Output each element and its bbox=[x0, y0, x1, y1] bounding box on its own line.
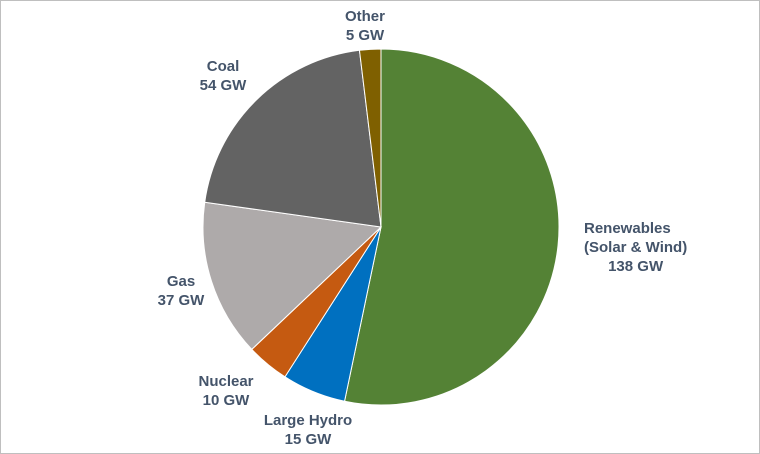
label-gas-line-1: Gas bbox=[166, 273, 196, 290]
label-renewables-line-1: Renewables bbox=[584, 220, 671, 237]
label-renewables-line-2: (Solar & Wind) bbox=[584, 239, 688, 256]
label-large-hydro-line-1: Large Hydro bbox=[263, 412, 353, 429]
pie-slices bbox=[202, 48, 560, 406]
label-other: Other 5 GW bbox=[333, 7, 397, 45]
label-renewables: Renewables (Solar & Wind) 138 GW bbox=[584, 219, 687, 276]
slice-other bbox=[358, 48, 382, 228]
value-coal: 54 GW bbox=[199, 77, 247, 94]
value-large-hydro: 15 GW bbox=[284, 431, 332, 448]
label-nuclear: Nuclear 10 GW bbox=[186, 372, 266, 410]
value-gas: 37 GW bbox=[157, 292, 205, 309]
value-nuclear: 10 GW bbox=[202, 392, 250, 409]
label-nuclear-line-1: Nuclear bbox=[198, 373, 254, 390]
label-other-line-1: Other bbox=[344, 8, 385, 25]
slice-gas bbox=[202, 201, 383, 351]
slice-coal bbox=[204, 49, 382, 228]
slice-renewables bbox=[343, 48, 560, 406]
value-other: 5 GW bbox=[345, 27, 385, 44]
label-large-hydro: Large Hydro 15 GW bbox=[259, 411, 357, 449]
label-coal: Coal 54 GW bbox=[188, 57, 258, 95]
value-renewables: 138 GW bbox=[608, 258, 664, 275]
label-gas: Gas 37 GW bbox=[149, 272, 213, 310]
label-coal-line-1: Coal bbox=[206, 58, 240, 75]
